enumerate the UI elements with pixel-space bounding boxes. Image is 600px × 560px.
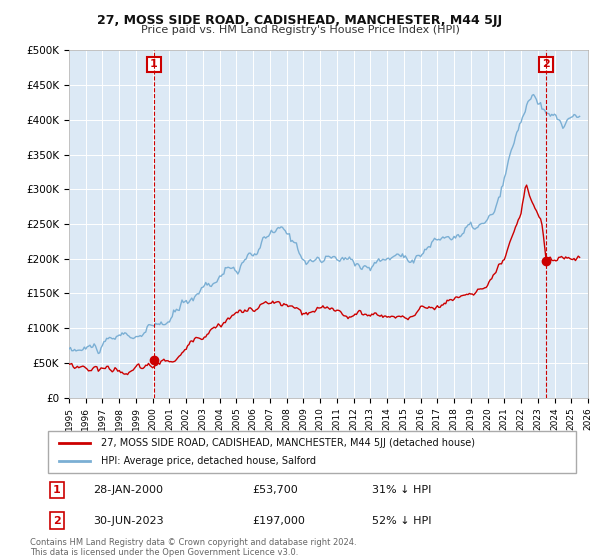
Text: Contains HM Land Registry data © Crown copyright and database right 2024.
This d: Contains HM Land Registry data © Crown c… xyxy=(30,538,356,557)
Text: £197,000: £197,000 xyxy=(252,516,305,526)
Text: 27, MOSS SIDE ROAD, CADISHEAD, MANCHESTER, M44 5JJ (detached house): 27, MOSS SIDE ROAD, CADISHEAD, MANCHESTE… xyxy=(101,438,475,448)
Text: 1: 1 xyxy=(150,59,158,69)
FancyBboxPatch shape xyxy=(48,431,576,473)
Text: HPI: Average price, detached house, Salford: HPI: Average price, detached house, Salf… xyxy=(101,456,316,466)
Text: 28-JAN-2000: 28-JAN-2000 xyxy=(93,485,163,495)
Text: Price paid vs. HM Land Registry's House Price Index (HPI): Price paid vs. HM Land Registry's House … xyxy=(140,25,460,35)
Text: 31% ↓ HPI: 31% ↓ HPI xyxy=(372,485,431,495)
Text: 2: 2 xyxy=(53,516,61,526)
Text: £53,700: £53,700 xyxy=(252,485,298,495)
Text: 1: 1 xyxy=(53,485,61,495)
Text: 30-JUN-2023: 30-JUN-2023 xyxy=(93,516,164,526)
Text: 27, MOSS SIDE ROAD, CADISHEAD, MANCHESTER, M44 5JJ: 27, MOSS SIDE ROAD, CADISHEAD, MANCHESTE… xyxy=(97,14,503,27)
Text: 52% ↓ HPI: 52% ↓ HPI xyxy=(372,516,431,526)
Text: 2: 2 xyxy=(542,59,550,69)
